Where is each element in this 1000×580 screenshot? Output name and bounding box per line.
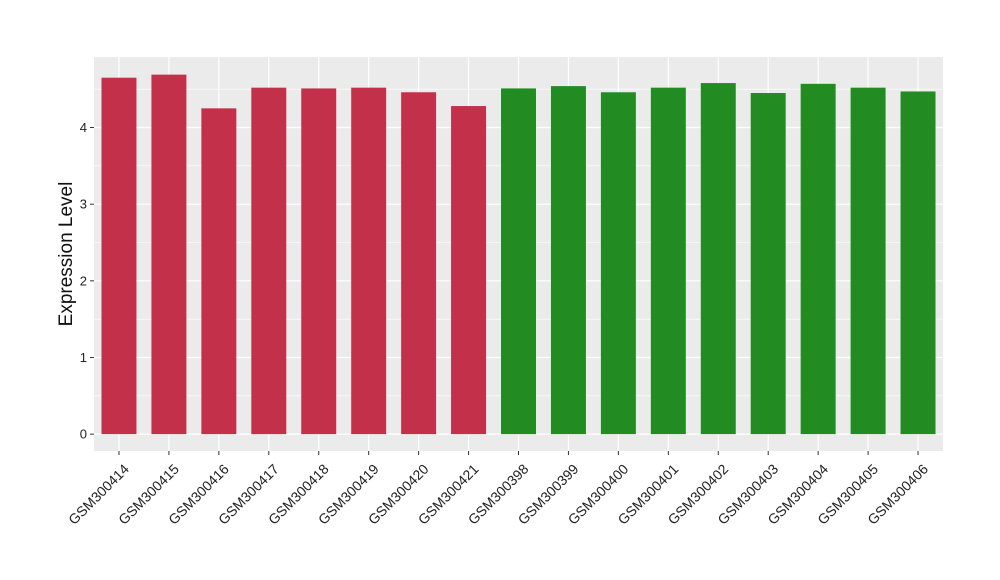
bar-gsm300419 (351, 87, 387, 435)
y-tick-label: 2 (80, 273, 87, 288)
bar-gsm300421 (451, 106, 487, 435)
bar-gsm300406 (900, 91, 936, 435)
y-tick-label: 4 (80, 120, 87, 135)
y-tick-label: 0 (80, 427, 87, 442)
bar-gsm300401 (650, 87, 686, 435)
bar-gsm300400 (600, 92, 636, 435)
bar-gsm300417 (251, 87, 287, 435)
x-axis: GSM300414GSM300415GSM300416GSM300417GSM3… (65, 451, 931, 528)
bar-gsm300403 (750, 93, 786, 435)
bars (101, 74, 936, 435)
y-tick-label: 1 (80, 350, 87, 365)
bar-gsm300402 (700, 83, 736, 435)
bar-gsm300418 (301, 88, 337, 435)
bar-gsm300415 (151, 74, 187, 435)
y-axis-title: Expression Level (56, 182, 77, 327)
bar-gsm300405 (850, 87, 886, 435)
bar-gsm300416 (201, 108, 237, 435)
y-tick-label: 3 (80, 197, 87, 212)
bar-gsm300404 (800, 83, 836, 435)
bar-gsm300420 (401, 92, 437, 435)
bar-gsm300399 (550, 86, 586, 435)
y-axis: 0 1 2 3 4 (80, 120, 94, 442)
bar-gsm300414 (101, 77, 137, 435)
bar-gsm300398 (501, 88, 536, 435)
